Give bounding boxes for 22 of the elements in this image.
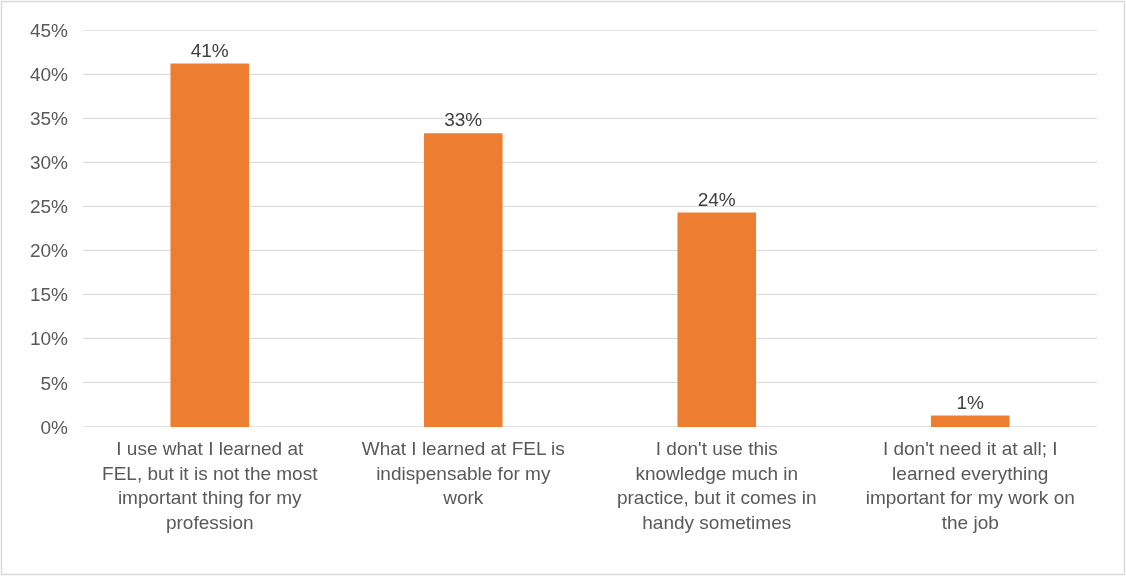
y-tick-label: 15% [29,284,69,306]
bar [930,415,1010,427]
data-label: 33% [444,109,483,131]
bar [423,133,503,427]
data-label: 1% [956,391,985,413]
x-tick-label: What I learned at FEL is indispensable for my work [361,438,565,509]
x-tick-label: I don't use this knowledge much in practice, but it comes in handy sometimes [616,438,817,534]
y-tick-label: 25% [29,196,69,218]
data-label: 24% [697,188,736,210]
data-label: 41% [190,39,229,61]
y-tick-label: 40% [29,63,69,85]
y-tick-label: 10% [29,328,69,350]
y-tick-label: 20% [29,240,69,262]
y-tick-label: 5% [40,372,69,394]
y-tick-label: 0% [40,416,69,438]
x-tick-label: I don't need it at all; I learned everything important for my work on the job [865,438,1075,534]
y-tick-label: 30% [29,151,69,173]
x-tick-label: I use what I learned at FEL, but it is not the most important thing for my profession [102,438,319,534]
bar [677,212,757,427]
y-tick-label: 45% [29,19,69,41]
bar [170,63,250,427]
y-tick-label: 35% [29,107,69,129]
